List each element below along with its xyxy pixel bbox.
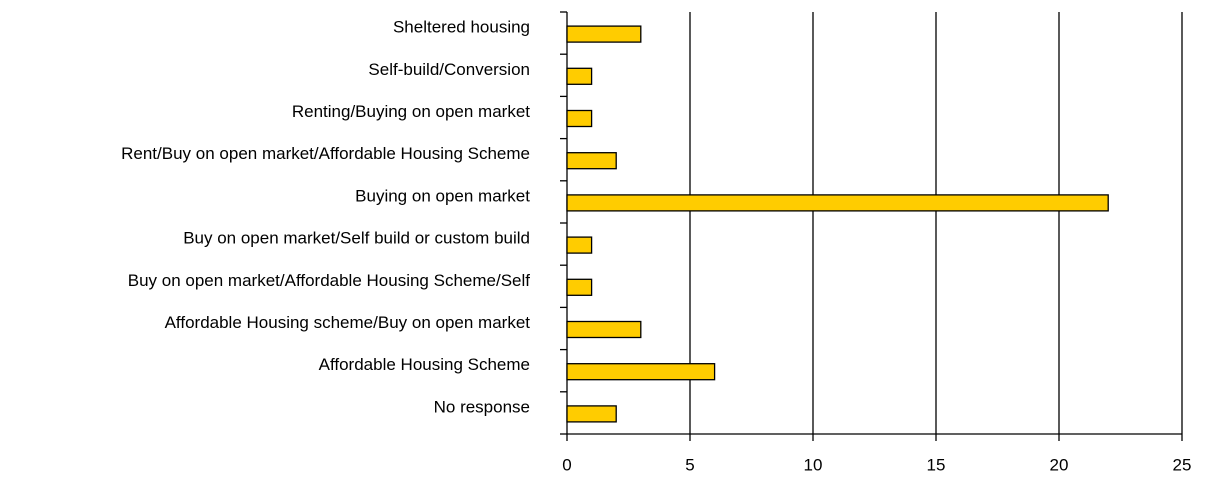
bar (566, 25, 642, 43)
x-tick-label: 15 (927, 455, 946, 474)
bar (566, 109, 593, 128)
y-tick-label: No response (434, 397, 530, 416)
bar (566, 152, 617, 170)
y-tick-label: Rent/Buy on open market/Affordable Housi… (121, 144, 530, 163)
y-tick-label: Self-build/Conversion (368, 60, 530, 79)
y-tick-label: Buying on open market (355, 186, 530, 205)
bar (566, 320, 642, 339)
x-tick-label: 0 (562, 455, 571, 474)
y-tick-label: Affordable Housing Scheme (319, 355, 530, 374)
x-tick-label: 25 (1173, 455, 1192, 474)
bar (566, 67, 593, 85)
x-tick-label: 5 (685, 455, 694, 474)
y-tick-label: Sheltered housing (393, 18, 530, 37)
bar (566, 363, 716, 381)
bar (566, 278, 593, 296)
y-tick-label: Buy on open market/Affordable Housing Sc… (128, 271, 531, 290)
bar (566, 236, 593, 254)
y-tick-label: Affordable Housing scheme/Buy on open ma… (165, 313, 531, 332)
bar (566, 405, 617, 423)
y-tick-label: Buy on open market/Self build or custom … (183, 229, 530, 248)
x-tick-label: 20 (1050, 455, 1069, 474)
bar (566, 194, 1109, 212)
x-tick-label: 10 (804, 455, 823, 474)
y-tick-label: Renting/Buying on open market (292, 102, 530, 121)
